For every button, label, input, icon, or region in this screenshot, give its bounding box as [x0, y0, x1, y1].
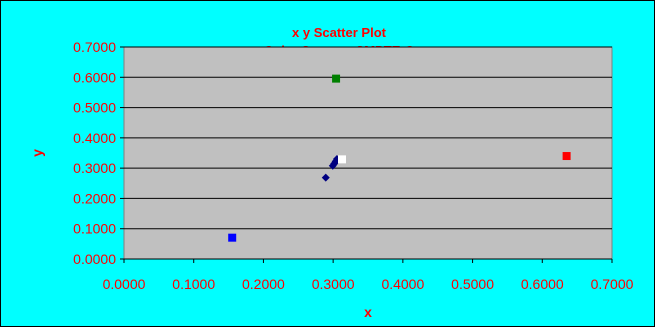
plot-area: [123, 46, 613, 260]
x-tick-label: 0.0000: [103, 276, 146, 292]
x-axis-ticks: 0.0000 0.1000 0.2000 0.3000 0.4000 0.5000 0.60…: [103, 259, 634, 292]
y-tick-label: 0.4000: [73, 130, 116, 146]
square-point: [332, 74, 341, 83]
square-point: [228, 233, 237, 242]
x-tick-label: 0.4000: [381, 276, 424, 292]
y-tick-label: 0.5000: [73, 100, 116, 116]
y-axis-label: y: [29, 149, 45, 157]
y-tick-label: 0.6000: [73, 69, 116, 85]
y-tick-label: 0.0000: [73, 251, 116, 267]
x-tick-label: 0.6000: [521, 276, 564, 292]
x-axis-label: x: [364, 304, 372, 320]
y-tick-label: 0.2000: [73, 190, 116, 206]
chart-title: x y Scatter Plot: [292, 25, 387, 40]
square-point: [562, 152, 571, 161]
y-tick-label: 0.7000: [73, 39, 116, 55]
data-points: [228, 74, 571, 242]
square-point: [337, 155, 346, 164]
x-tick-label: 0.2000: [242, 276, 285, 292]
x-tick-label: 0.1000: [172, 276, 215, 292]
y-tick-label: 0.3000: [73, 160, 116, 176]
y-axis-ticks: 0.0000 0.1000 0.2000 0.3000 0.4000 0.5000 0.60…: [73, 39, 124, 267]
x-tick-label: 0.5000: [451, 276, 494, 292]
x-tick-label: 0.7000: [591, 276, 634, 292]
gridlines: [124, 46, 612, 260]
diamond-point: [321, 173, 330, 182]
y-tick-label: 0.1000: [73, 221, 116, 237]
x-tick-label: 0.3000: [312, 276, 355, 292]
